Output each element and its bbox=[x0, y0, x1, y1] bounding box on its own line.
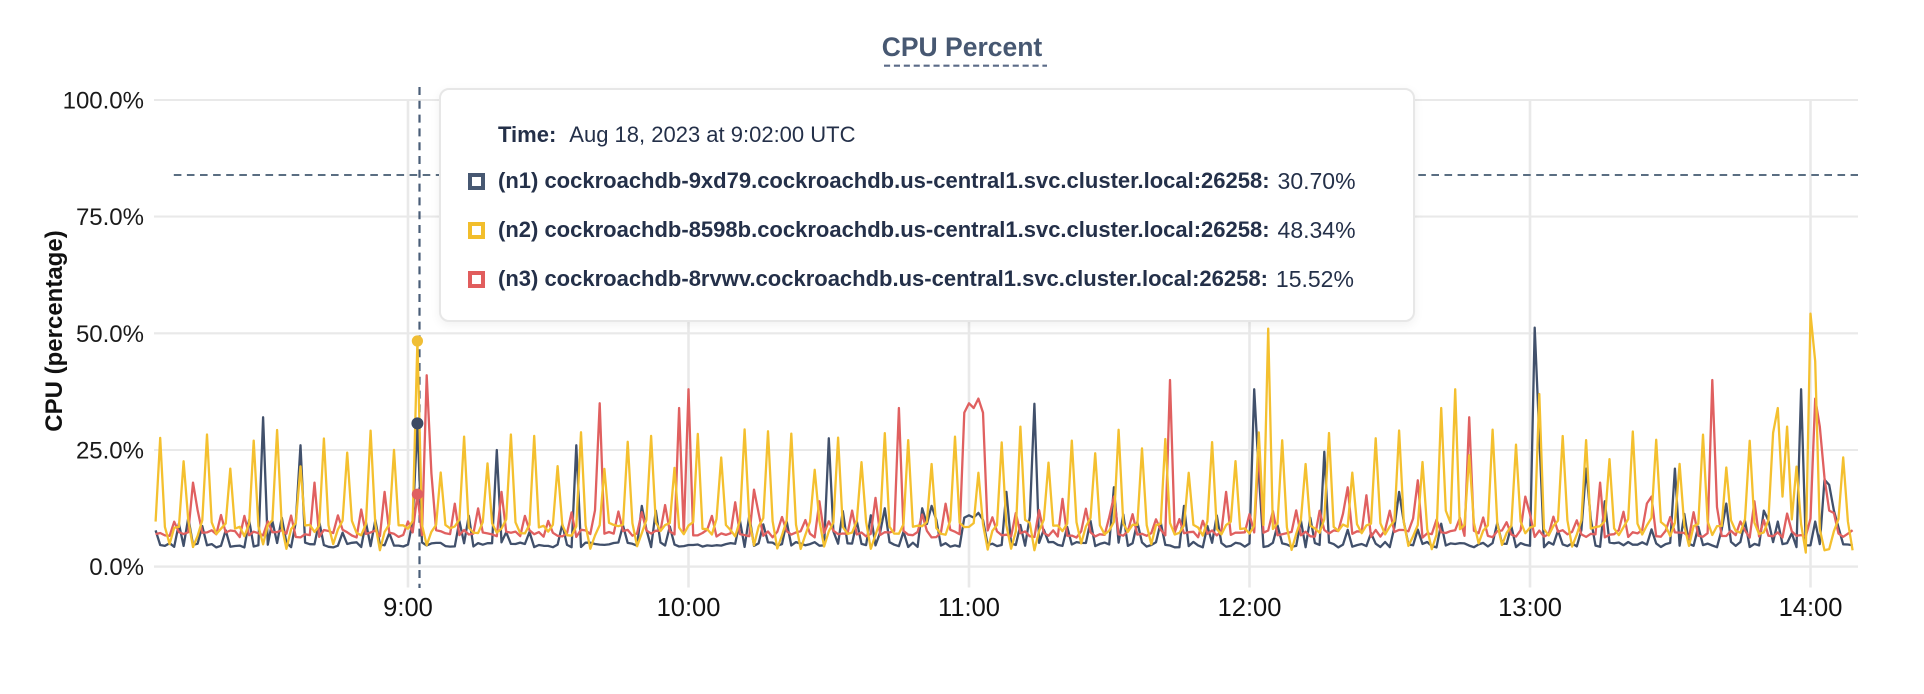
svg-text:14:00: 14:00 bbox=[1779, 594, 1843, 622]
svg-text:0.0%: 0.0% bbox=[89, 554, 144, 581]
svg-text:75.0%: 75.0% bbox=[76, 204, 144, 231]
svg-text:11:00: 11:00 bbox=[938, 594, 1000, 622]
svg-text:10:00: 10:00 bbox=[657, 594, 721, 622]
svg-text:9:00: 9:00 bbox=[383, 594, 433, 622]
svg-text:25.0%: 25.0% bbox=[76, 438, 144, 465]
svg-text:12:00: 12:00 bbox=[1218, 594, 1282, 622]
svg-text:100.0%: 100.0% bbox=[63, 88, 144, 115]
svg-text:13:00: 13:00 bbox=[1498, 594, 1562, 622]
svg-text:CPU (percentage): CPU (percentage) bbox=[41, 230, 68, 431]
svg-text:50.0%: 50.0% bbox=[76, 321, 144, 348]
